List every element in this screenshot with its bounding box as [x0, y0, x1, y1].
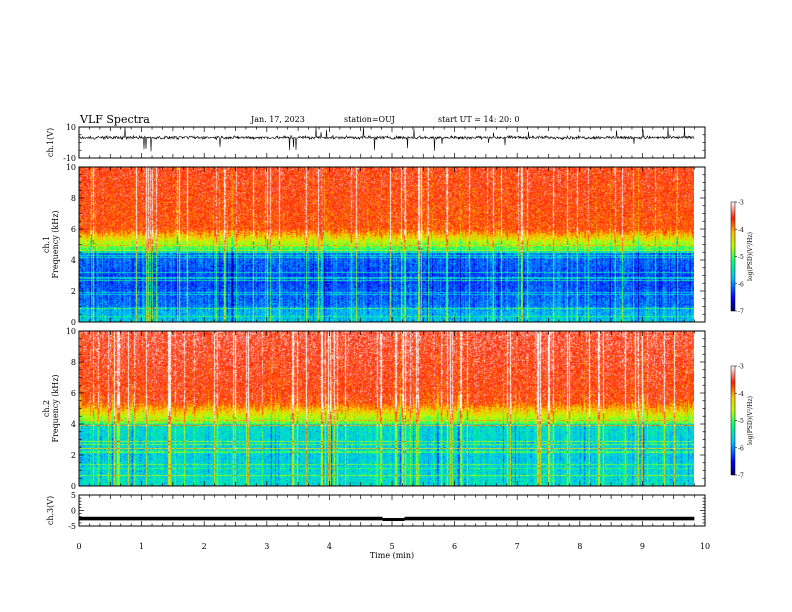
y-tick-label: 8 — [71, 358, 76, 367]
y-tick-label: 2 — [71, 451, 76, 460]
y-tick-label: 10 — [66, 163, 76, 172]
y-tick-label: 6 — [71, 225, 76, 234]
y-tick-label: 4 — [71, 256, 76, 265]
x-tick-label: 8 — [577, 542, 582, 551]
colorbar-tick-label: -7 — [738, 473, 744, 480]
x-tick-label: 5 — [389, 542, 394, 551]
x-axis-label: Time (min) — [370, 551, 414, 560]
x-tick-label: 3 — [264, 542, 269, 551]
date-label: Jan. 17, 2023 — [251, 115, 305, 124]
ch2-freq-ylabel: Frequency (kHz) — [51, 374, 60, 442]
x-tick-label: 9 — [640, 542, 645, 551]
y-tick-label: -5 — [68, 522, 76, 531]
x-tick-label: 6 — [452, 542, 457, 551]
y-tick-label: 6 — [71, 389, 76, 398]
chart-title: VLF Spectra — [80, 113, 150, 126]
x-tick-label: 0 — [76, 542, 81, 551]
spectrogram-image — [79, 167, 694, 322]
ch1-waveform-trace — [78, 126, 695, 152]
y-tick-label: 10 — [66, 327, 76, 336]
ch3-trace-dip — [382, 517, 405, 521]
station-label: station=OUJ — [344, 115, 395, 124]
ch3-trace-seg-2 — [404, 516, 695, 521]
y-tick-label: 10 — [66, 123, 76, 132]
colorbar-tick-label: -4 — [738, 391, 744, 398]
colorbar — [730, 201, 736, 312]
y-tick-label: 8 — [71, 194, 76, 203]
ch2-freq-ylabel: ch.2 — [42, 400, 51, 417]
x-tick-label: 1 — [139, 542, 144, 551]
spectrogram-image — [79, 331, 694, 486]
ch3-trace-seg-1 — [79, 516, 383, 521]
ch1-freq-ylabel: Frequency (kHz) — [51, 210, 60, 278]
ch3-ylabel: ch.3(V) — [46, 496, 55, 525]
y-tick-label: 0 — [71, 318, 76, 327]
x-tick-label: 4 — [327, 542, 332, 551]
colorbar-tick-label: -7 — [738, 309, 744, 316]
ch1-ylabel: ch.1(V) — [46, 128, 55, 157]
y-tick-label: 0 — [71, 507, 76, 516]
x-tick-label: 7 — [515, 542, 520, 551]
x-tick-label: 2 — [202, 542, 207, 551]
x-tick-label: 10 — [700, 542, 710, 551]
y-tick-label: 0 — [71, 482, 76, 491]
start-time-label: start UT = 14: 20: 0 — [438, 115, 520, 124]
y-tick-label: 2 — [71, 287, 76, 296]
colorbar-label: log(PSD)(V²/Hz) — [747, 232, 754, 281]
colorbar-tick-label: -5 — [738, 418, 744, 425]
colorbar-tick-label: -6 — [738, 281, 744, 288]
y-tick-label: 5 — [71, 491, 76, 500]
y-tick-label: 4 — [71, 420, 76, 429]
colorbar-tick-label: -4 — [738, 227, 744, 234]
colorbar-label: log(PSD)(V²/Hz) — [747, 396, 754, 445]
colorbar-tick-label: -3 — [738, 364, 744, 371]
ch1-freq-ylabel: ch.1 — [42, 236, 51, 253]
colorbar-tick-label: -6 — [738, 445, 744, 452]
colorbar-tick-label: -5 — [738, 254, 744, 261]
y-tick-label: -10 — [63, 154, 76, 163]
colorbar — [730, 365, 736, 476]
colorbar-tick-label: -3 — [738, 200, 744, 207]
